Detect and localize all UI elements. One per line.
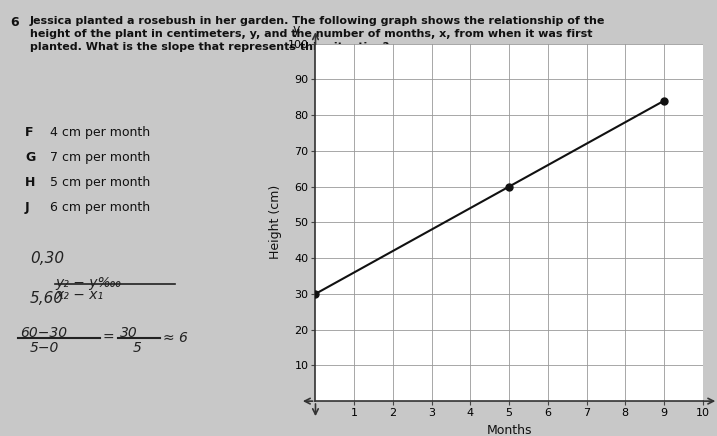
Text: =: =: [103, 331, 115, 345]
Text: 7 cm per month: 7 cm per month: [50, 151, 151, 164]
Text: 6: 6: [10, 16, 19, 29]
Text: y₂ − y‱: y₂ − y‱: [55, 276, 121, 290]
Text: 5,60: 5,60: [30, 291, 64, 306]
Text: J: J: [25, 201, 29, 214]
Text: x₂ − x₁: x₂ − x₁: [55, 288, 103, 302]
Text: Jessica planted a rosebush in her garden. The following graph shows the relation: Jessica planted a rosebush in her garden…: [30, 16, 605, 52]
X-axis label: Months: Months: [486, 424, 532, 436]
Text: 30: 30: [120, 326, 138, 340]
Text: F: F: [25, 126, 34, 139]
Text: y: y: [293, 24, 300, 37]
Text: 0,30: 0,30: [30, 251, 64, 266]
Text: 60−30: 60−30: [20, 326, 67, 340]
Text: ≈ 6: ≈ 6: [163, 331, 188, 345]
Text: G: G: [25, 151, 35, 164]
Text: 5 cm per month: 5 cm per month: [50, 176, 151, 189]
Text: 5: 5: [133, 341, 142, 355]
Text: 6 cm per month: 6 cm per month: [50, 201, 150, 214]
Y-axis label: Height (cm): Height (cm): [269, 185, 282, 259]
Text: H: H: [25, 176, 35, 189]
Text: 4 cm per month: 4 cm per month: [50, 126, 150, 139]
Text: 5−0: 5−0: [30, 341, 60, 355]
